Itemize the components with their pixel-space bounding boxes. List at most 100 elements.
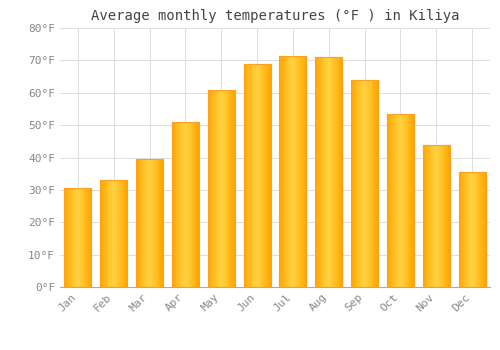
Bar [119, 180, 120, 287]
Bar [223, 90, 224, 287]
Bar [144, 159, 145, 287]
Bar [445, 145, 446, 287]
Bar [322, 57, 324, 287]
Bar [244, 64, 246, 287]
Bar [147, 159, 148, 287]
Bar [351, 80, 352, 287]
Bar [80, 188, 82, 287]
Bar [372, 80, 374, 287]
Bar [424, 145, 426, 287]
Bar [87, 188, 88, 287]
Bar [75, 188, 76, 287]
Bar [252, 64, 254, 287]
Bar [426, 145, 428, 287]
Bar [197, 122, 198, 287]
Bar [473, 172, 474, 287]
Bar [288, 56, 290, 287]
Bar [361, 80, 362, 287]
Bar [180, 122, 181, 287]
Bar [284, 56, 285, 287]
Bar [103, 180, 104, 287]
Bar [208, 90, 210, 287]
Bar [483, 172, 484, 287]
Bar [162, 159, 163, 287]
Bar [428, 145, 429, 287]
Bar [396, 114, 397, 287]
Bar [394, 114, 395, 287]
Bar [161, 159, 162, 287]
Bar [300, 56, 301, 287]
Bar [336, 57, 337, 287]
Bar [404, 114, 405, 287]
Bar [110, 180, 111, 287]
Bar [186, 122, 187, 287]
Bar [70, 188, 71, 287]
Bar [230, 90, 231, 287]
Bar [280, 56, 281, 287]
Bar [330, 57, 332, 287]
Bar [374, 80, 376, 287]
Bar [439, 145, 440, 287]
Bar [154, 159, 155, 287]
Bar [174, 122, 176, 287]
Bar [114, 180, 116, 287]
Bar [446, 145, 447, 287]
Bar [221, 90, 222, 287]
Bar [192, 122, 194, 287]
Bar [210, 90, 212, 287]
Bar [158, 159, 160, 287]
Bar [479, 172, 480, 287]
Bar [303, 56, 304, 287]
Bar [411, 114, 412, 287]
Bar [434, 145, 436, 287]
Bar [413, 114, 414, 287]
Bar [268, 64, 270, 287]
Bar [423, 145, 424, 287]
Bar [480, 172, 481, 287]
Bar [320, 57, 322, 287]
Bar [458, 172, 460, 287]
Bar [64, 188, 66, 287]
Bar [262, 64, 264, 287]
Bar [140, 159, 141, 287]
Bar [400, 114, 402, 287]
Bar [178, 122, 179, 287]
Bar [360, 80, 361, 287]
Bar [256, 64, 257, 287]
Bar [260, 64, 262, 287]
Bar [389, 114, 390, 287]
Bar [468, 172, 469, 287]
Bar [403, 114, 404, 287]
Bar [328, 57, 329, 287]
Bar [228, 90, 230, 287]
Bar [301, 56, 302, 287]
Bar [121, 180, 122, 287]
Bar [105, 180, 106, 287]
Bar [471, 172, 472, 287]
Bar [74, 188, 75, 287]
Bar [362, 80, 363, 287]
Bar [120, 180, 121, 287]
Bar [118, 180, 119, 287]
Bar [112, 180, 113, 287]
Bar [102, 180, 103, 287]
Bar [449, 145, 450, 287]
Bar [387, 114, 388, 287]
Bar [108, 180, 110, 287]
Bar [371, 80, 372, 287]
Bar [319, 57, 320, 287]
Bar [302, 56, 303, 287]
Bar [358, 80, 359, 287]
Bar [292, 56, 293, 287]
Bar [249, 64, 250, 287]
Bar [84, 188, 85, 287]
Bar [464, 172, 465, 287]
Bar [155, 159, 156, 287]
Bar [226, 90, 228, 287]
Bar [318, 57, 319, 287]
Bar [482, 172, 483, 287]
Bar [246, 64, 247, 287]
Bar [145, 159, 146, 287]
Bar [326, 57, 327, 287]
Bar [366, 80, 368, 287]
